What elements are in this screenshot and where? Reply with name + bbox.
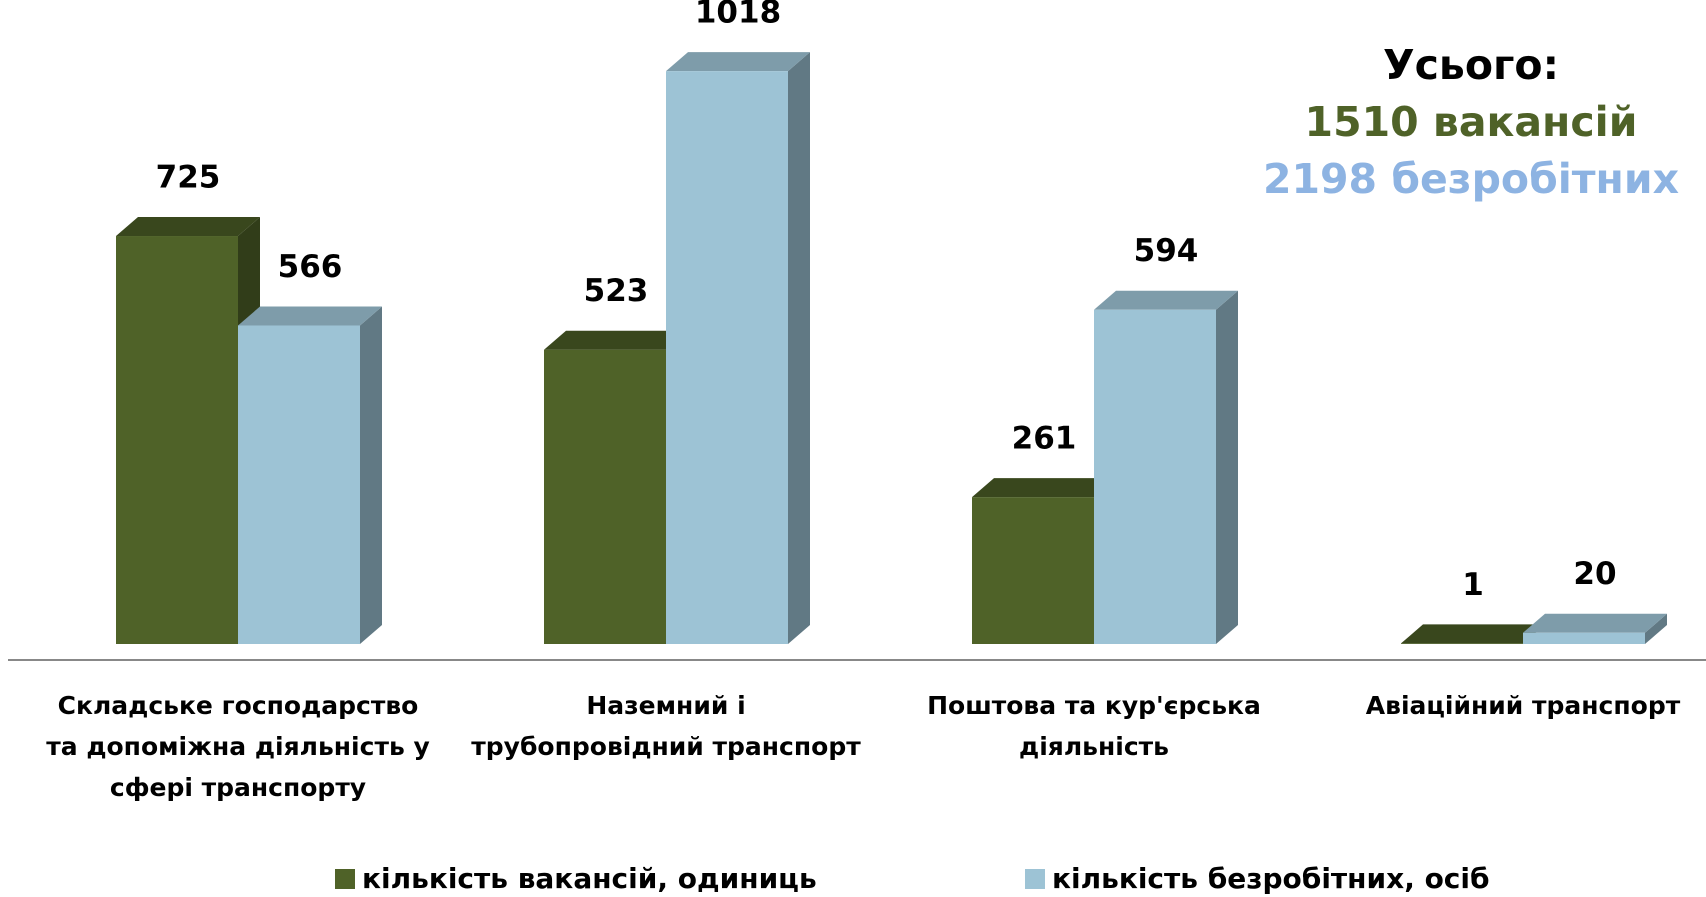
value-label: 725 <box>156 160 221 196</box>
value-label: 566 <box>278 249 343 285</box>
value-label: 261 <box>1012 421 1077 457</box>
annotation: 2198 безробітних <box>1263 155 1679 203</box>
bar-top <box>1401 624 1545 644</box>
bar-side <box>788 52 810 645</box>
bar-side <box>1645 613 1667 644</box>
bar-top <box>544 330 688 350</box>
bar <box>1094 309 1216 644</box>
legend-label: кількість вакансій, одиниць <box>362 862 817 895</box>
x-tick-label: Авіаційний транспорт <box>1365 691 1681 720</box>
bar-top <box>972 478 1116 498</box>
bar-top <box>1523 613 1667 633</box>
bar <box>1401 643 1523 644</box>
annotation: Усього: <box>1383 41 1559 89</box>
x-tick-label: Складське господарство та допоміжна діял… <box>46 691 430 802</box>
value-label: 594 <box>1134 233 1199 269</box>
legend-label: кількість безробітних, осіб <box>1052 862 1490 895</box>
bar <box>1523 632 1645 644</box>
bar-top <box>116 217 260 237</box>
value-label: 20 <box>1573 556 1616 592</box>
x-tick-label: Наземний і трубопровідний транспорт <box>471 691 861 761</box>
bar <box>666 71 788 645</box>
bar-top <box>1094 290 1238 310</box>
bar-top <box>666 52 810 72</box>
bar-side <box>360 306 382 644</box>
value-label: 1018 <box>695 0 781 31</box>
bar <box>544 349 666 644</box>
value-label: 1 <box>1462 567 1484 603</box>
annotation: 1510 вакансій <box>1305 98 1638 146</box>
legend-swatch <box>335 869 355 889</box>
bar <box>972 497 1094 644</box>
bar-side <box>1216 290 1238 644</box>
value-label: 523 <box>584 273 649 309</box>
bar <box>238 325 360 644</box>
x-tick-label: Поштова та кур'єрська діяльність <box>927 691 1261 761</box>
legend-swatch <box>1025 869 1045 889</box>
bar <box>116 236 238 645</box>
bar-top <box>238 306 382 326</box>
